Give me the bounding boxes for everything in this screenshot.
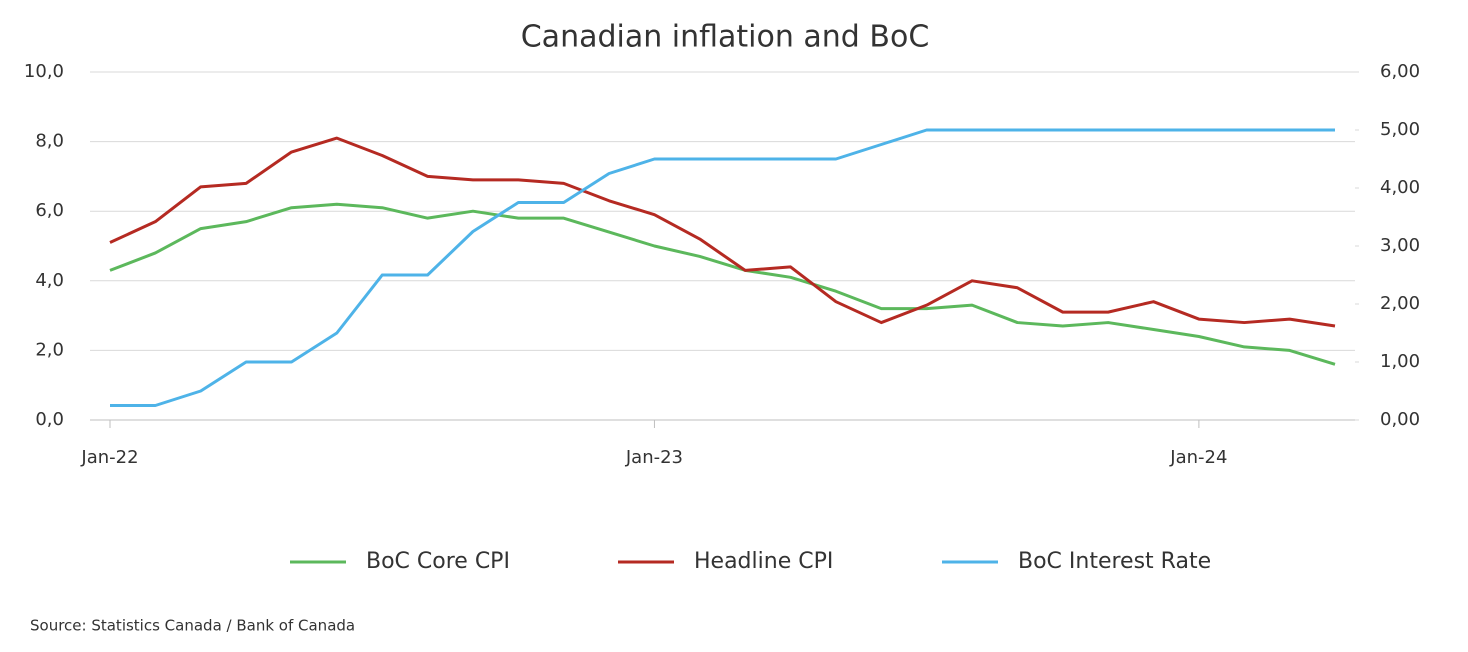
y-tick-label: 4,0 — [35, 270, 64, 291]
y2-tick-label: 5,00 — [1380, 119, 1420, 140]
y2-tick-label: 3,00 — [1380, 235, 1420, 256]
y-tick-label: 2,0 — [35, 339, 64, 360]
series-line — [109, 136, 1336, 328]
y2-tick-label: 0,00 — [1380, 409, 1420, 430]
chart-title: Canadian inflation and BoC — [521, 20, 930, 55]
legend-label: BoC Core CPI — [366, 549, 510, 574]
y-tick-label: 8,0 — [35, 131, 64, 152]
series-line — [109, 202, 1336, 366]
legend-label: Headline CPI — [694, 549, 833, 574]
y-tick-label: 6,0 — [35, 200, 64, 221]
series-line — [110, 128, 1335, 407]
x-tick-label: Jan-23 — [625, 447, 683, 468]
y-tick-label: 0,0 — [35, 409, 64, 430]
x-tick-label: Jan-22 — [80, 447, 138, 468]
source-note: Source: Statistics Canada / Bank of Cana… — [30, 617, 355, 635]
y2-tick-label: 6,00 — [1380, 61, 1420, 82]
y-tick-label: 10,0 — [24, 61, 64, 82]
x-tick-label: Jan-24 — [1169, 447, 1227, 468]
y2-tick-label: 2,00 — [1380, 293, 1420, 314]
legend-label: BoC Interest Rate — [1018, 549, 1211, 574]
y2-tick-label: 1,00 — [1380, 351, 1420, 372]
y2-tick-label: 4,00 — [1380, 177, 1420, 198]
